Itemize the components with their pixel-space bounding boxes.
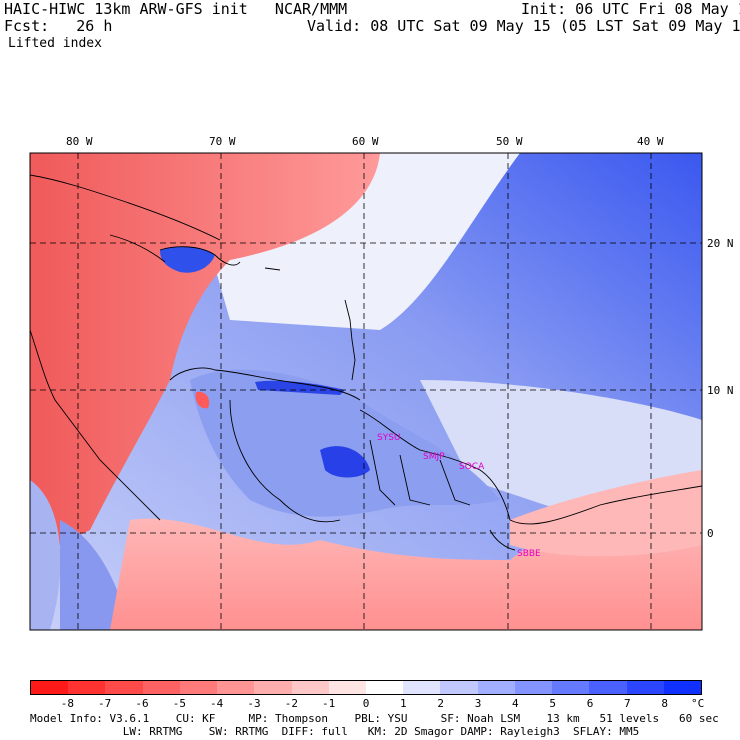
station-label: SBBE bbox=[517, 549, 541, 559]
colorbar-swatch bbox=[552, 681, 590, 694]
station-label: SOCA bbox=[459, 462, 485, 472]
colorbar-swatch bbox=[365, 681, 404, 694]
colorbar-tick-label: -7 bbox=[98, 697, 112, 710]
unstable-caribbean-region bbox=[30, 153, 380, 560]
colorbar-swatch bbox=[328, 681, 366, 694]
colorbar-tick-label: -3 bbox=[247, 697, 261, 710]
colorbar-tick-label: -1 bbox=[322, 697, 336, 710]
colorbar-tick-label: -8 bbox=[60, 697, 74, 710]
lon-label: 80 W bbox=[66, 135, 93, 148]
colorbar-tick-label: -6 bbox=[135, 697, 149, 710]
colorbar-swatch bbox=[68, 681, 106, 694]
colorbar-swatch bbox=[142, 681, 180, 694]
station-label: SYSU bbox=[377, 433, 401, 443]
colorbar-swatch bbox=[663, 681, 701, 694]
neutral-band bbox=[420, 380, 702, 510]
colorbar-tick-label: 8 bbox=[661, 697, 668, 710]
colorbar-swatch bbox=[477, 681, 515, 694]
station-label: SMJP bbox=[423, 452, 445, 462]
colorbar-unit: °C bbox=[691, 697, 705, 710]
colorbar-swatch bbox=[291, 681, 329, 694]
colorbar-swatch bbox=[105, 681, 143, 694]
forecast-hour: Fcst: 26 h bbox=[4, 17, 113, 35]
stable-guiana-region bbox=[190, 369, 500, 517]
graticule bbox=[30, 153, 702, 630]
init-time: Init: 06 UTC Fri 08 May 15 bbox=[521, 0, 740, 18]
lon-label: 60 W bbox=[352, 135, 379, 148]
colorbar-swatch bbox=[589, 681, 627, 694]
colorbar-swatch bbox=[440, 681, 478, 694]
stable-core bbox=[255, 380, 345, 395]
coastlines bbox=[30, 174, 702, 551]
colorbar-tick-label: 5 bbox=[549, 697, 556, 710]
colorbar-tick-label: 1 bbox=[400, 697, 407, 710]
lon-label: 40 W bbox=[637, 135, 664, 148]
field-name: Lifted index bbox=[8, 36, 102, 51]
pacific-region bbox=[30, 480, 61, 630]
map-frame bbox=[29, 152, 703, 631]
valid-time: Valid: 08 UTC Sat 09 May 15 (05 LST Sat … bbox=[307, 17, 740, 35]
colorbar-tick-label: 0 bbox=[362, 697, 370, 710]
stable-core bbox=[160, 246, 215, 273]
neutral-band bbox=[210, 153, 520, 330]
colorbar-swatch bbox=[254, 681, 292, 694]
colorbar-swatch bbox=[217, 681, 255, 694]
colorbar-swatch bbox=[514, 681, 553, 694]
lon-label: 50 W bbox=[496, 135, 523, 148]
lat-label: 20 N bbox=[707, 237, 734, 250]
model-info-line: Model Info: V3.6.1 CU: KF MP: Thompson P… bbox=[30, 712, 719, 725]
lat-label: 10 N bbox=[707, 384, 734, 397]
model-physics-line: LW: RRTMG SW: RRTMG DIFF: full KM: 2D Sm… bbox=[30, 725, 640, 738]
colorbar-swatch bbox=[403, 681, 441, 694]
colorbar-tick-label: -5 bbox=[172, 697, 186, 710]
colorbar-tick-label: -2 bbox=[284, 697, 298, 710]
colorbar-swatch bbox=[179, 681, 218, 694]
colorbar-tick-label: -4 bbox=[210, 697, 224, 710]
colorbar-swatch bbox=[626, 681, 664, 694]
lat-label: 0 bbox=[707, 527, 714, 540]
colorbar-tick-label: 4 bbox=[512, 697, 519, 710]
amazon-delta-region bbox=[510, 470, 702, 557]
stable-core bbox=[320, 446, 370, 478]
colorbar-swatch bbox=[31, 681, 69, 694]
colorbar-tick-label: 7 bbox=[624, 697, 631, 710]
title-line: HAIC-HIWC 13km ARW-GFS init NCAR/MMM bbox=[4, 0, 348, 18]
colorbar bbox=[30, 680, 702, 695]
unstable-core bbox=[195, 391, 210, 409]
colorbar-tick-label: 3 bbox=[474, 697, 482, 710]
pacific-region bbox=[60, 520, 130, 630]
colorbar-tick-label: 2 bbox=[437, 697, 444, 710]
lon-label: 70 W bbox=[209, 135, 236, 148]
colorbar-tick-label: 6 bbox=[586, 697, 594, 710]
unstable-south-america-region bbox=[110, 480, 702, 630]
